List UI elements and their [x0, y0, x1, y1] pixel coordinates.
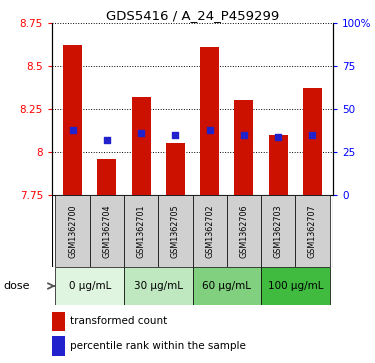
Text: GSM1362701: GSM1362701 [136, 204, 146, 258]
Text: percentile rank within the sample: percentile rank within the sample [70, 341, 246, 351]
Bar [269, 135, 288, 195]
Point [309, 132, 315, 138]
Bar [261, 267, 330, 305]
Point [104, 137, 110, 143]
Bar [132, 97, 150, 195]
Text: GSM1362703: GSM1362703 [274, 204, 283, 258]
Text: transformed count: transformed count [70, 317, 168, 326]
Text: dose: dose [4, 281, 30, 291]
Bar [200, 47, 219, 195]
Point [138, 130, 144, 136]
Text: 100 μg/mL: 100 μg/mL [267, 281, 323, 291]
Title: GDS5416 / A_24_P459299: GDS5416 / A_24_P459299 [106, 9, 279, 22]
Bar [227, 195, 261, 267]
Bar [52, 311, 64, 331]
Text: GSM1362702: GSM1362702 [205, 204, 214, 258]
Bar [295, 195, 330, 267]
Point [207, 127, 213, 132]
Bar [52, 336, 64, 355]
Bar [192, 195, 227, 267]
Bar [261, 195, 295, 267]
Text: GSM1362707: GSM1362707 [308, 204, 317, 258]
Point [241, 132, 247, 138]
Text: GSM1362705: GSM1362705 [171, 204, 180, 258]
Point [275, 134, 281, 139]
Bar [90, 195, 124, 267]
Text: 0 μg/mL: 0 μg/mL [69, 281, 111, 291]
Bar [124, 195, 158, 267]
Bar [192, 267, 261, 305]
Point [172, 132, 178, 138]
Text: 30 μg/mL: 30 μg/mL [134, 281, 183, 291]
Point [69, 127, 75, 132]
Bar [63, 45, 82, 195]
Text: GSM1362704: GSM1362704 [102, 204, 111, 258]
Bar [166, 143, 185, 195]
Bar [98, 159, 116, 195]
Bar [56, 195, 90, 267]
Text: GSM1362700: GSM1362700 [68, 204, 77, 258]
Bar [56, 267, 124, 305]
Text: 60 μg/mL: 60 μg/mL [202, 281, 251, 291]
Bar [158, 195, 192, 267]
Bar [303, 88, 322, 195]
Bar [234, 101, 254, 195]
Bar [124, 267, 192, 305]
Text: GSM1362706: GSM1362706 [239, 204, 248, 258]
